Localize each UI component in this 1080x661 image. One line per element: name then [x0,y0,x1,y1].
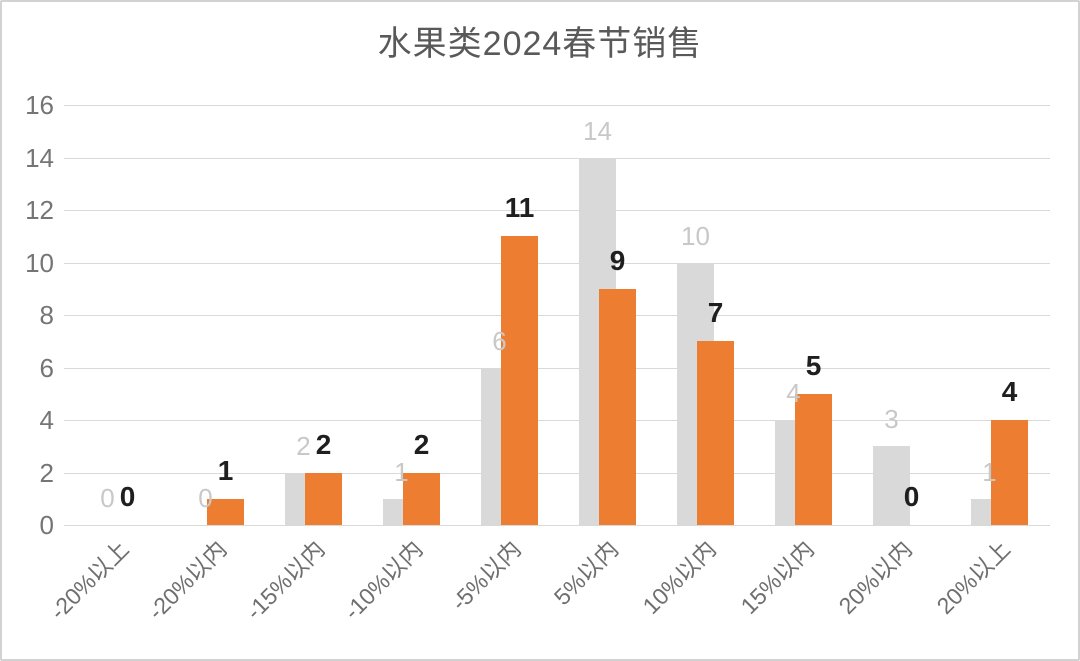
gridline [64,210,1050,211]
x-axis-category-label: -20%以上 [44,535,134,625]
bar-orange [795,393,832,525]
bar-orange [305,472,342,525]
data-label-gray: 0 [198,483,213,513]
data-label-orange: 0 [119,481,136,512]
x-axis-category-label: -20%以内 [142,535,232,625]
bar-orange [599,288,636,525]
bar-gray [873,446,910,525]
data-label-orange: 11 [504,192,535,224]
data-label-orange: 9 [609,244,626,276]
x-axis-category-label: 20%以内 [834,535,918,620]
gridline [64,472,1050,474]
y-axis-tick-label: 8 [39,300,54,330]
data-label-gray: 0 [100,483,115,513]
data-label-gray: 4 [786,378,801,408]
bar-orange [403,472,440,525]
data-label-gray: 2 [296,430,311,461]
x-axis-category-label: 15%以内 [736,535,820,620]
y-axis-tick-label: 2 [39,457,54,488]
bar-orange [991,420,1028,525]
data-label-gray: 10 [681,220,710,251]
data-label-orange: 4 [1001,376,1018,407]
y-axis-tick-label: 6 [39,352,54,383]
y-axis-tick-label: 16 [25,90,54,120]
data-label-orange: 1 [217,454,234,486]
y-axis-tick-label: 4 [39,405,54,435]
bar-orange [501,236,538,525]
x-axis-category-label: 20%以上 [932,535,1016,620]
x-axis-category-label: 10%以内 [638,535,722,620]
data-label-orange: 0 [903,481,920,512]
y-axis-tick-label: 10 [25,247,54,278]
y-axis-tick-label: 12 [25,195,54,225]
data-label-orange: 5 [805,349,822,381]
x-axis-category-label: -10%以内 [338,535,428,625]
data-label-gray: 6 [492,325,507,356]
y-axis-tick-label: 14 [25,142,54,173]
data-label-gray: 1 [982,456,997,487]
gridline [64,367,1050,369]
gridline [64,262,1050,264]
chart-title: 水果类2024春节销售 [377,25,703,63]
x-axis-category-label: 5%以内 [549,535,624,611]
x-axis-category-label: -5%以内 [445,535,526,616]
data-label-orange: 7 [707,297,724,329]
data-label-orange: 2 [413,428,430,460]
gridline [64,157,1050,159]
bar-orange [697,341,734,525]
y-axis-tick-label: 0 [39,510,54,540]
data-label-gray: 1 [394,456,409,487]
gridline [64,420,1050,421]
gridline [64,105,1050,106]
bar-orange [207,498,244,525]
gridline [64,525,1050,526]
data-label-orange: 2 [315,428,332,460]
data-label-gray: 3 [884,404,899,435]
gridline [64,315,1050,316]
x-axis-category-label: -15%以内 [240,535,330,625]
data-label-gray: 14 [583,115,612,146]
